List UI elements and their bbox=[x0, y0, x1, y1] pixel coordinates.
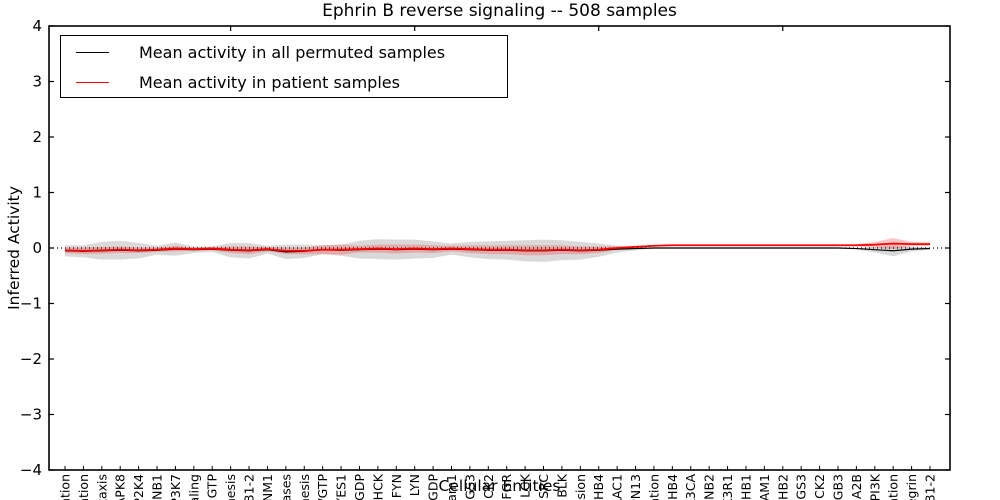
y-tick-label: 2 bbox=[32, 128, 42, 146]
x-tick-label: MAP3K7 bbox=[168, 474, 183, 500]
patient-mean-line bbox=[64, 242, 930, 252]
x-tick-label: Ephrin B1/EPHB1-2/NCK2 bbox=[481, 474, 496, 500]
permuted-line-swatch bbox=[76, 51, 109, 53]
y-tick-label: 3 bbox=[32, 73, 42, 91]
y-tick-label: −4 bbox=[20, 461, 42, 479]
chart-title: Ephrin B reverse signaling -- 508 sample… bbox=[322, 1, 677, 21]
x-tick-label: mol:GDP bbox=[426, 474, 441, 500]
x-tick-label: EFNB2 bbox=[702, 474, 717, 500]
y-axis-label: Inferred Activity bbox=[5, 186, 23, 310]
y-tick-label: 1 bbox=[32, 184, 42, 202]
x-tick-label: LYN bbox=[407, 474, 422, 496]
y-tick-label: −2 bbox=[20, 350, 42, 368]
x-tick-label: Ephrin B1/EPHB1-2/Src Family Kinases bbox=[278, 474, 293, 500]
x-tick-label: YES1 bbox=[334, 474, 349, 500]
x-tick-label: ITGA2B bbox=[849, 474, 864, 500]
x-tick-label: FYN bbox=[389, 474, 404, 498]
y-tick-label: 0 bbox=[32, 239, 42, 257]
x-tick-label: PI3K bbox=[867, 473, 882, 500]
x-tick-label: TIAM1 bbox=[757, 474, 772, 500]
x-tick-label: DNM1 bbox=[260, 474, 275, 500]
x-tick-label: EPHB4 bbox=[591, 474, 606, 500]
legend-entry-permuted: Mean activity in all permuted samples bbox=[61, 38, 507, 66]
x-tick-label: NCK2 bbox=[812, 474, 827, 500]
x-tick-label: cell adhesion bbox=[573, 474, 588, 500]
y-tick-label: 4 bbox=[32, 17, 42, 35]
x-tick-label: chemotaxis bbox=[94, 474, 109, 500]
x-tick-label: PTPN13 bbox=[628, 474, 643, 500]
y-tick-label: −1 bbox=[20, 295, 42, 313]
x-tick-label: HCK bbox=[370, 473, 385, 500]
x-tick-label: Ephrin B1/EPHB1-2/Tiam1 bbox=[444, 474, 459, 500]
x-tick-label: endothelial cell migration bbox=[886, 474, 901, 500]
x-tick-label: alphaIIb/beta3 Integrin bbox=[904, 474, 919, 500]
x-tick-label: RAC1 bbox=[610, 474, 625, 500]
x-tick-label: SRC bbox=[536, 474, 551, 499]
x-axis-label: Cellular Entities bbox=[438, 477, 561, 495]
legend-label-permuted: Mean activity in all permuted samples bbox=[139, 42, 446, 62]
x-tick-label: regulation of focal adhesion formation bbox=[58, 474, 73, 500]
legend-entry-patient: Mean activity in patient samples bbox=[61, 68, 507, 96]
y-tick-label: −3 bbox=[20, 406, 42, 424]
x-tick-label: Ephrin B2/EPHB1-2 bbox=[923, 474, 938, 500]
x-tick-label: Rac1/GDP bbox=[352, 474, 367, 500]
x-tick-label: FGR bbox=[499, 474, 514, 500]
x-tick-label: angiogenesis bbox=[223, 474, 238, 500]
x-tick-label: Ephrin B1/EPHB1-2 bbox=[242, 474, 257, 500]
x-tick-label: Rac1/GTP bbox=[315, 474, 330, 500]
x-tick-label: EFNB1 bbox=[150, 474, 165, 500]
x-tick-label: RGS3 bbox=[794, 474, 809, 500]
x-tick-label: EPHB1 bbox=[738, 474, 753, 500]
x-tick-label: EPHB2 bbox=[775, 474, 790, 500]
x-tick-label: PIK3R1 bbox=[720, 474, 735, 500]
x-tick-label: ITGB3 bbox=[830, 474, 845, 500]
x-tick-label: MAP2K4 bbox=[131, 474, 146, 500]
x-tick-label: MAPK8 bbox=[113, 474, 128, 500]
x-tick-label: PIK3CA bbox=[683, 474, 698, 500]
legend-label-patient: Mean activity in patient samples bbox=[139, 72, 400, 92]
x-tick-label: Ephrin B1/EPHB1-2/RGS3 bbox=[462, 474, 477, 500]
legend: Mean activity in all permuted samples Me… bbox=[60, 35, 508, 98]
x-tick-label: endothelial cell proliferation bbox=[646, 474, 661, 500]
x-tick-label: cell-cell signaling bbox=[186, 474, 201, 500]
x-tick-label: mol:GTP bbox=[205, 474, 220, 500]
x-tick-label: neuron projection morphogenesis bbox=[297, 474, 312, 500]
patient-line-swatch bbox=[76, 81, 109, 83]
x-tick-label: LCK bbox=[518, 473, 533, 498]
x-tick-label: regulation of stress fiber formation bbox=[76, 474, 91, 500]
x-tick-label: BLK bbox=[554, 473, 569, 498]
x-tick-label: Ephrin B2/EPHB4 bbox=[665, 474, 680, 500]
